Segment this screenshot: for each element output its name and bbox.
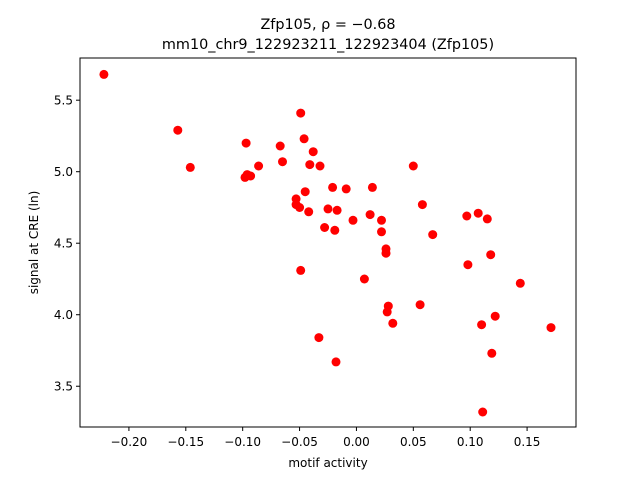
data-point-0 (99, 69, 109, 79)
data-point-7 (254, 161, 264, 171)
data-point-52 (490, 311, 500, 321)
data-point-38 (382, 307, 392, 317)
data-point-50 (486, 250, 496, 260)
y-tick-label-2: 4.5 (54, 237, 73, 251)
data-point-36 (381, 248, 391, 258)
data-point-30 (359, 274, 369, 284)
data-point-27 (331, 357, 341, 367)
x-tick-label-0: −0.20 (111, 435, 148, 449)
data-point-40 (408, 161, 418, 171)
data-point-44 (462, 211, 472, 221)
data-point-23 (323, 204, 333, 214)
x-tick-label-1: −0.15 (167, 435, 204, 449)
data-point-53 (515, 278, 525, 288)
data-point-13 (296, 108, 306, 118)
data-point-42 (417, 200, 427, 210)
data-point-49 (482, 214, 492, 224)
data-point-3 (241, 138, 251, 148)
data-point-22 (320, 223, 330, 232)
data-point-20 (314, 333, 324, 343)
data-point-31 (365, 210, 375, 220)
data-point-41 (415, 300, 425, 310)
chart-title-line2: mm10_chr9_122923211_122923404 (Zfp105) (162, 37, 494, 53)
data-point-21 (315, 161, 325, 171)
data-point-8 (275, 141, 285, 151)
y-tick-label-4: 5.5 (54, 94, 73, 108)
data-point-1 (173, 125, 183, 135)
x-axis-ticks: −0.20 −0.15 −0.10 −0.05 0.00 0.05 0.10 0.15 (111, 427, 541, 449)
data-point-33 (377, 215, 386, 225)
data-point-14 (296, 265, 306, 275)
data-point-54 (546, 323, 556, 333)
data-point-34 (377, 227, 386, 237)
data-point-48 (478, 407, 488, 417)
x-tick-label-2: −0.10 (224, 435, 261, 449)
data-points (99, 69, 556, 417)
x-tick-label-3: −0.05 (281, 435, 318, 449)
data-point-24 (328, 182, 338, 192)
x-tick-label-4: 0.00 (343, 435, 370, 449)
x-axis-label: motif activity (288, 456, 367, 470)
data-point-26 (332, 205, 342, 215)
x-tick-label-5: 0.05 (400, 435, 427, 449)
data-point-29 (348, 215, 358, 225)
data-point-43 (428, 230, 438, 240)
y-tick-label-1: 4.0 (54, 308, 73, 322)
y-axis-label: signal at CRE (ln) (27, 191, 41, 295)
data-point-39 (388, 318, 398, 328)
data-point-46 (473, 208, 483, 218)
x-tick-label-7: 0.15 (514, 435, 541, 449)
data-point-51 (487, 348, 497, 358)
data-point-19 (308, 147, 318, 157)
data-point-28 (341, 184, 351, 194)
data-point-17 (304, 207, 314, 217)
y-tick-label-3: 5.0 (54, 165, 73, 179)
data-point-18 (305, 160, 315, 170)
data-point-32 (367, 182, 377, 192)
chart-title-line1: Zfp105, ρ = −0.68 (260, 17, 395, 33)
data-point-45 (463, 260, 473, 270)
data-point-15 (299, 134, 309, 144)
data-point-25 (330, 225, 340, 235)
data-point-12 (295, 203, 305, 212)
y-axis-ticks: 3.5 4.0 4.5 5.0 5.5 (54, 94, 80, 394)
data-point-9 (278, 157, 287, 167)
plot-area-frame (79, 57, 577, 428)
data-point-47 (477, 320, 487, 330)
x-tick-label-6: 0.10 (457, 435, 484, 449)
data-point-6 (246, 171, 256, 181)
data-point-16 (300, 187, 310, 197)
y-tick-label-0: 3.5 (54, 380, 73, 394)
data-point-2 (185, 162, 195, 172)
